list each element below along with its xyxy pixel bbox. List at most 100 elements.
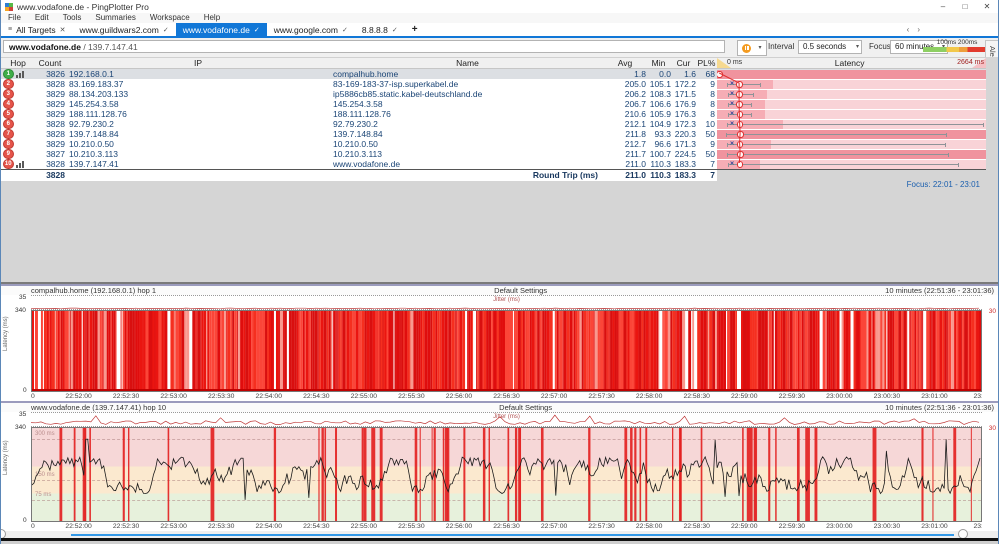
check-icon[interactable]: ✓ [253, 26, 260, 34]
graph-plot-area[interactable]: 300 ms 150 ms 75 ms [31, 427, 982, 522]
x-tick-label: 22:56:00 [445, 393, 473, 400]
cur-cell: 171.5 [674, 89, 696, 99]
menu-item-tools[interactable]: Tools [62, 13, 82, 22]
hop-status-dot: 7 [3, 129, 14, 139]
latency-avg-marker [736, 161, 744, 168]
check-icon[interactable]: ✓ [342, 26, 348, 34]
latency-header: 0 ms Latency 2664 ms [717, 58, 986, 68]
min-cell: 110.3 [650, 170, 671, 180]
x-tick-label: 22:54:00 [255, 393, 282, 400]
column-header-min: Min [651, 58, 666, 68]
tab-scroll-right-icon[interactable]: › [917, 25, 920, 34]
jitter-strip[interactable]: 35 Jitter (ms) [19, 411, 982, 427]
menu-item-help[interactable]: Help [203, 13, 221, 22]
latency-avg-marker [737, 151, 744, 158]
new-target-tab[interactable]: + [405, 23, 425, 36]
table-row-hop-1[interactable]: 1 3826 192.168.0.1 compalhub.home 1.8 0.0 1.6 6… [1, 69, 986, 79]
graph-plot-area[interactable] [31, 310, 982, 392]
maximize-button[interactable]: □ [962, 2, 968, 11]
graph-title: compalhub.home (192.168.0.1) hop 1 [31, 286, 157, 295]
menu-item-summaries[interactable]: Summaries [95, 13, 136, 22]
table-row-hop-8[interactable]: 8 3829 10.210.0.50 10.210.0.50 212.7 96.6 171.… [1, 139, 986, 149]
threshold-gridline-label: 75 ms [35, 492, 52, 499]
x-tick-label: 23:01 [973, 523, 982, 530]
interval-select[interactable]: 0.5 seconds ▾ [798, 40, 862, 54]
table-row-hop-5[interactable]: 5 3829 188.111.128.76 188.111.128.76 210.6 10… [1, 109, 986, 119]
table-row-hop-9[interactable]: 9 3827 10.210.3.113 10.210.3.113 211.7 100.7 2… [1, 149, 986, 159]
x-tick-label: 22:53:00 [160, 393, 187, 400]
latency-scale-right-marker [972, 58, 986, 68]
trace-table: Hop Count IP Name Avg Min Cur PL% 0 ms Latency 266… [1, 57, 986, 181]
minimize-button[interactable]: – [940, 2, 946, 11]
x-tick-label: 23:01:00 [921, 393, 948, 400]
target-combobox[interactable]: www.vodafone.de / 139.7.147.41 [3, 40, 725, 53]
check-icon[interactable]: ✓ [162, 26, 169, 34]
whisker-cap [944, 142, 946, 147]
table-row-hop-7[interactable]: 7 3828 139.7.148.84 139.7.148.84 211.8 93.3 22… [1, 129, 986, 139]
close-icon[interactable]: ✕ [59, 26, 66, 34]
x-tick-label: 22:59:30 [778, 393, 806, 400]
count-cell: 3827 [46, 149, 65, 159]
x-tick-label: 22:52:30 [112, 393, 140, 400]
min-cell: 100.7 [649, 149, 671, 159]
x-tick-label: 22:59:30 [778, 523, 806, 530]
table-row-hop-10[interactable]: 10 3828 139.7.147.41 www.vodafone.de 211.0 11… [1, 159, 986, 169]
check-icon[interactable]: ✓ [391, 26, 398, 34]
latency-avg-marker [736, 141, 744, 148]
name-cell: 145.254.3.58 [333, 99, 383, 109]
name-cell: 83-169-183-37-isp.superkabel.de [333, 79, 459, 89]
graph-range-label: 10 minutes (22:51:36 - 23:01:36) [885, 403, 994, 412]
target-separator: / [80, 42, 89, 52]
latency-whisker [727, 124, 984, 125]
focus-range-note: Focus: 22:01 - 23:01 [906, 180, 980, 189]
x-tick-label: 22:59:00 [731, 523, 758, 530]
latency-x-marker: ✕ [729, 110, 735, 117]
packet-loss-cell: 10 [705, 119, 715, 129]
x-tick-label: 22:52:00 [65, 523, 92, 530]
x-tick-label: 22:58:00 [635, 523, 663, 530]
table-row-hop-2[interactable]: 2 3828 83.169.183.37 83-169-183-37-isp.supe… [1, 79, 986, 89]
column-header-hop: Hop [10, 58, 26, 68]
tab-scroll-left-icon[interactable]: ‹ [906, 25, 910, 34]
menu-item-edit[interactable]: Edit [34, 13, 49, 22]
column-header-cur: Cur [676, 58, 691, 68]
x-tick-label: 22:54:30 [303, 523, 330, 530]
table-row-hop-6[interactable]: 6 3828 92.79.230.2 92.79.230.2 212.1 104.9 172… [1, 119, 986, 129]
hop-status-dot: 5 [3, 109, 14, 119]
timeline-graph-hop-1: compalhub.home (192.168.0.1) hop 1 Defaul… [1, 284, 998, 403]
jitter-axis-label: Jitter (ms) [493, 297, 520, 303]
tab-label: + [411, 24, 418, 35]
latency-graph-cell: ✕ [717, 129, 986, 139]
ip-cell: 192.168.0.1 [69, 69, 114, 79]
latency-avg-marker [737, 131, 744, 138]
graph-plot-row: 340 0 Latency (ms) 30 [3, 307, 996, 394]
tab-www.google.com[interactable]: www.google.com ✓ [267, 23, 355, 36]
tab-www.guildwars2.com[interactable]: www.guildwars2.com ✓ [73, 23, 176, 36]
tab-label: www.vodafone.de [182, 24, 250, 35]
latency-avg-marker [736, 81, 743, 88]
table-row-hop-4[interactable]: 4 3829 145.254.3.58 145.254.3.58 206.7 106.6 1… [1, 99, 986, 109]
window-controls: – □ ✕ [932, 0, 998, 13]
tab-www.vodafone.de[interactable]: www.vodafone.de ✓ [175, 23, 267, 36]
table-row-hop-3[interactable]: 3 3829 88.134.203.133 ip5886cb85.static.kab… [1, 89, 986, 99]
right-axis-max: 30 [988, 425, 996, 432]
menu-bar: File Edit Tools Summaries Workspace Help [1, 13, 998, 23]
latency-graph-cell: ✕ [717, 159, 986, 169]
menu-item-file[interactable]: File [8, 13, 21, 22]
jitter-strip[interactable]: 35 Jitter (ms) [19, 294, 982, 310]
close-button[interactable]: ✕ [983, 2, 991, 11]
menu-item-workspace[interactable]: Workspace [149, 13, 190, 22]
graph-settings-label: Default Settings [494, 286, 548, 295]
whisker-cap [750, 102, 752, 107]
ip-cell [65, 170, 331, 181]
packet-loss-cell: 8 [710, 99, 715, 109]
legend-threshold-label: 200ms [957, 39, 978, 46]
jitter-line [31, 414, 980, 425]
tab-all-targets[interactable]: ≡ All Targets ✕ [1, 23, 73, 36]
packet-loss-cell: 50 [705, 149, 715, 159]
pause-dropdown-button[interactable]: ▾ [754, 40, 767, 56]
legend-gradient-bar [923, 47, 985, 52]
time-scrollbar-track[interactable] [71, 534, 954, 536]
column-header-pl: PL% [697, 58, 716, 68]
tab-8.8.8.8[interactable]: 8.8.8.8 ✓ [355, 23, 405, 36]
